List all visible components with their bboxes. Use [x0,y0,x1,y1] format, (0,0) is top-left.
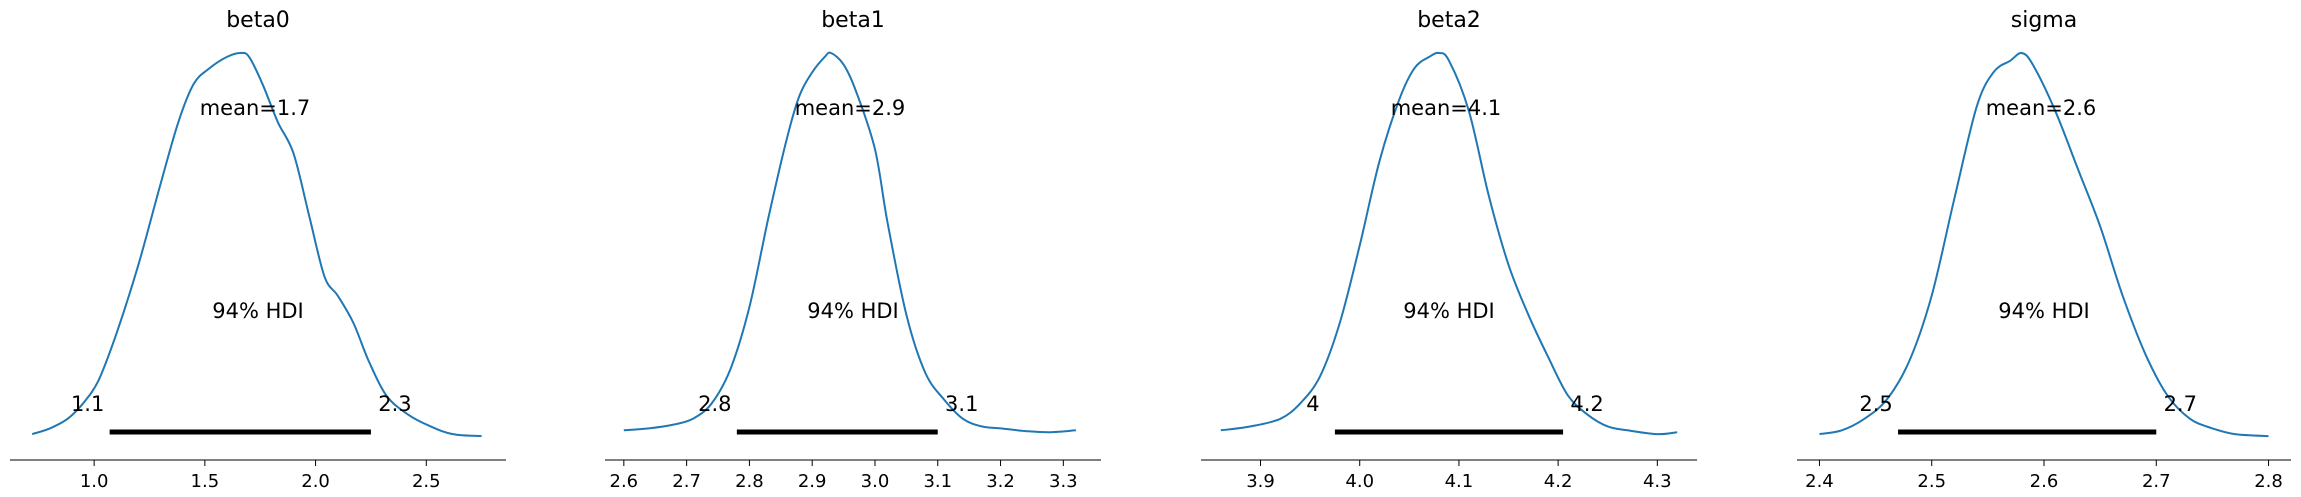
hdi-label: 94% HDI [1998,299,2090,323]
hdi-low-label: 2.5 [1859,392,1892,416]
hdi-low-label: 4 [1306,392,1319,416]
hdi-low-label: 2.8 [698,392,731,416]
mean-label: mean=2.6 [1986,96,2097,120]
hdi-low-label: 1.1 [71,392,104,416]
x-tick-label: 2.7 [672,471,701,492]
x-tick-label: 2.4 [1805,471,1834,492]
x-tick-label: 3.3 [1049,471,1078,492]
posterior-panel-beta1: beta1 mean=2.9 94% HDI 2.8 3.1 2.6 2.7 2.8 2.9 3.… [605,8,1101,492]
mean-label: mean=2.9 [795,96,906,120]
panel-title: beta0 [226,8,290,33]
x-tick-label: 3.9 [1246,471,1275,492]
hdi-high-label: 2.7 [2164,392,2197,416]
panel-title: sigma [2011,8,2077,33]
density-curve [1220,51,1678,436]
x-tick-label: 3.2 [986,471,1015,492]
hdi-label: 94% HDI [1403,299,1495,323]
density-curve [623,51,1076,434]
panel-title: beta1 [821,8,885,33]
posterior-panel-sigma: sigma mean=2.6 94% HDI 2.5 2.7 2.4 2.5 2.6 2.7 2.… [1797,8,2291,492]
hdi-high-label: 2.3 [378,392,411,416]
mean-label: mean=1.7 [200,96,311,120]
x-tick-label: 2.8 [2254,471,2283,492]
x-tick-label: 2.8 [735,471,764,492]
x-tick-label: 4.2 [1544,471,1573,492]
posterior-panel-beta0: beta0 mean=1.7 94% HDI 1.1 2.3 1.0 1.5 2.0 2.5 [10,8,506,492]
x-tick-label: 2.5 [1917,471,1946,492]
x-tick-label: 1.5 [191,471,220,492]
hdi-label: 94% HDI [807,299,899,323]
x-tick-label: 1.0 [80,471,109,492]
x-tick-label: 2.6 [2030,471,2059,492]
x-tick-label: 2.9 [798,471,827,492]
x-tick-label: 4.0 [1345,471,1374,492]
x-tick-label: 3.1 [923,471,952,492]
hdi-high-label: 3.1 [945,392,978,416]
mean-label: mean=4.1 [1391,96,1502,120]
x-tick-label: 2.6 [610,471,639,492]
hdi-high-label: 4.2 [1570,392,1603,416]
x-tick-label: 2.0 [301,471,330,492]
x-tick-label: 4.3 [1643,471,1672,492]
x-tick-label: 3.0 [861,471,890,492]
x-tick-label: 2.7 [2142,471,2171,492]
panel-title: beta2 [1417,8,1481,33]
x-tick-label: 4.1 [1445,471,1474,492]
density-curve [1819,51,2269,438]
hdi-label: 94% HDI [212,299,304,323]
x-tick-label: 2.5 [412,471,441,492]
density-curve [31,51,482,438]
posterior-panel-beta2: beta2 mean=4.1 94% HDI 4 4.2 3.9 4.0 4.1 4.2 4.3 [1201,8,1697,492]
